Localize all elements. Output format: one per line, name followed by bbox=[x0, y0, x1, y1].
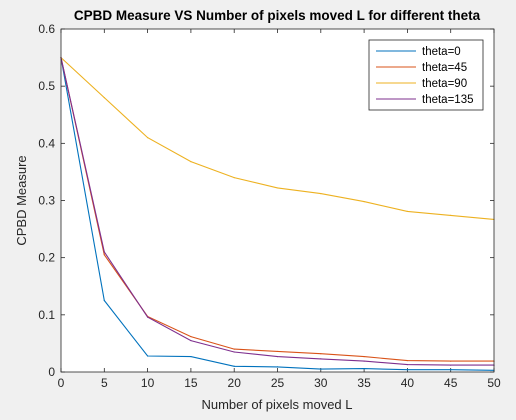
x-tick-label: 20 bbox=[228, 376, 242, 390]
y-tick-label: 0.1 bbox=[38, 308, 55, 322]
legend-label: theta=135 bbox=[422, 94, 473, 106]
y-tick-label: 0 bbox=[48, 365, 55, 379]
data-point bbox=[406, 210, 408, 212]
data-point bbox=[276, 187, 279, 189]
data-point bbox=[233, 177, 235, 179]
x-tick-label: 50 bbox=[487, 376, 501, 390]
data-point bbox=[450, 214, 452, 216]
x-tick-label: 35 bbox=[357, 376, 371, 390]
plot-frame bbox=[60, 28, 495, 373]
x-tick-label: 40 bbox=[401, 376, 415, 390]
data-point bbox=[320, 368, 322, 370]
y-tick-label: 0.2 bbox=[38, 251, 55, 265]
data-point bbox=[406, 363, 408, 366]
axis-ticks: 0 5 10 15 20 25 30 35 40 45 50 0 0.1 0.2 0.3 0.4 0.5 0.6 bbox=[38, 22, 501, 390]
data-point bbox=[406, 369, 408, 371]
x-tick-label: 0 bbox=[58, 376, 65, 390]
series-3 bbox=[60, 56, 495, 220]
x-tick-label: 45 bbox=[444, 376, 458, 390]
data-point bbox=[363, 360, 365, 362]
data-point bbox=[450, 364, 452, 366]
data-point bbox=[276, 350, 279, 353]
data-point bbox=[190, 339, 192, 342]
data-point bbox=[190, 335, 192, 338]
chart-title: CPBD Measure VS Number of pixels moved L… bbox=[74, 8, 481, 23]
data-point bbox=[190, 355, 192, 358]
data-point bbox=[190, 161, 192, 163]
data-point bbox=[103, 251, 105, 253]
data-point bbox=[233, 365, 235, 367]
x-tick-label: 30 bbox=[314, 376, 328, 390]
legend-label: theta=45 bbox=[422, 62, 467, 74]
data-point bbox=[363, 367, 365, 370]
data-point bbox=[363, 355, 365, 358]
series-lines bbox=[60, 56, 495, 371]
x-tick-label: 10 bbox=[141, 376, 155, 390]
data-point bbox=[233, 348, 235, 350]
data-point bbox=[320, 358, 322, 360]
x-axis-label: Number of pixels moved L bbox=[201, 397, 352, 412]
x-tick-label: 15 bbox=[184, 376, 198, 390]
data-point bbox=[450, 369, 452, 371]
data-point bbox=[233, 351, 235, 353]
data-point bbox=[320, 353, 322, 355]
data-point bbox=[276, 366, 279, 368]
data-point bbox=[103, 299, 105, 302]
data-point bbox=[147, 316, 149, 318]
legend: theta=0 theta=45 theta=90 theta=135 bbox=[368, 39, 484, 111]
data-point bbox=[363, 201, 365, 203]
series-4 bbox=[60, 56, 495, 366]
y-axis-label: CPBD Measure bbox=[14, 155, 29, 245]
data-point bbox=[450, 360, 452, 362]
data-point bbox=[147, 355, 149, 357]
legend-label: theta=90 bbox=[422, 78, 467, 90]
data-point bbox=[147, 137, 149, 139]
y-tick-label: 0.6 bbox=[38, 22, 55, 36]
legend-label: theta=0 bbox=[422, 46, 461, 58]
y-tick-label: 0.3 bbox=[38, 194, 55, 208]
x-tick-label: 5 bbox=[101, 376, 108, 390]
data-point bbox=[406, 359, 408, 362]
data-point bbox=[103, 97, 105, 99]
data-point bbox=[103, 254, 105, 256]
legend-box bbox=[368, 39, 484, 111]
data-point bbox=[320, 193, 322, 195]
y-tick-label: 0.4 bbox=[38, 136, 55, 150]
x-tick-label: 25 bbox=[271, 376, 285, 390]
data-point bbox=[276, 355, 279, 358]
y-tick-label: 0.5 bbox=[38, 79, 55, 93]
